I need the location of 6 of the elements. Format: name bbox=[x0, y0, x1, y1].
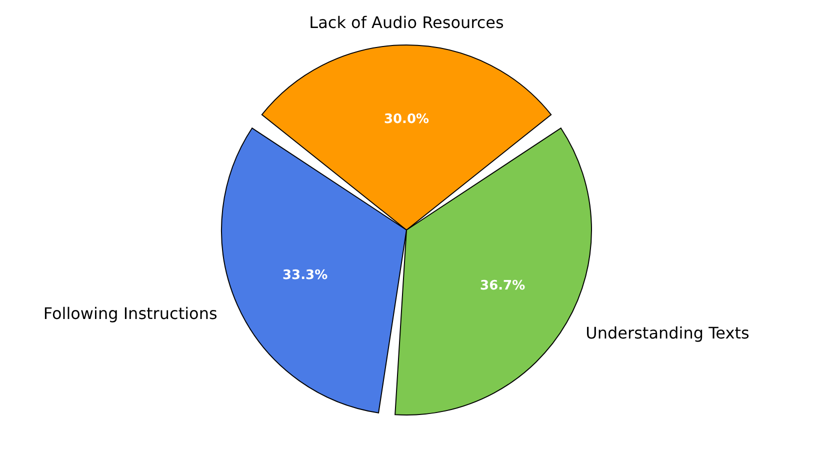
slice-label: Understanding Texts bbox=[586, 324, 750, 343]
slice-label: Lack of Audio Resources bbox=[309, 13, 504, 32]
slice-label: Following Instructions bbox=[43, 304, 218, 323]
data-label: 36.7% bbox=[480, 278, 526, 294]
data-label: 33.3% bbox=[282, 268, 328, 284]
data-label: 30.0% bbox=[384, 112, 430, 127]
